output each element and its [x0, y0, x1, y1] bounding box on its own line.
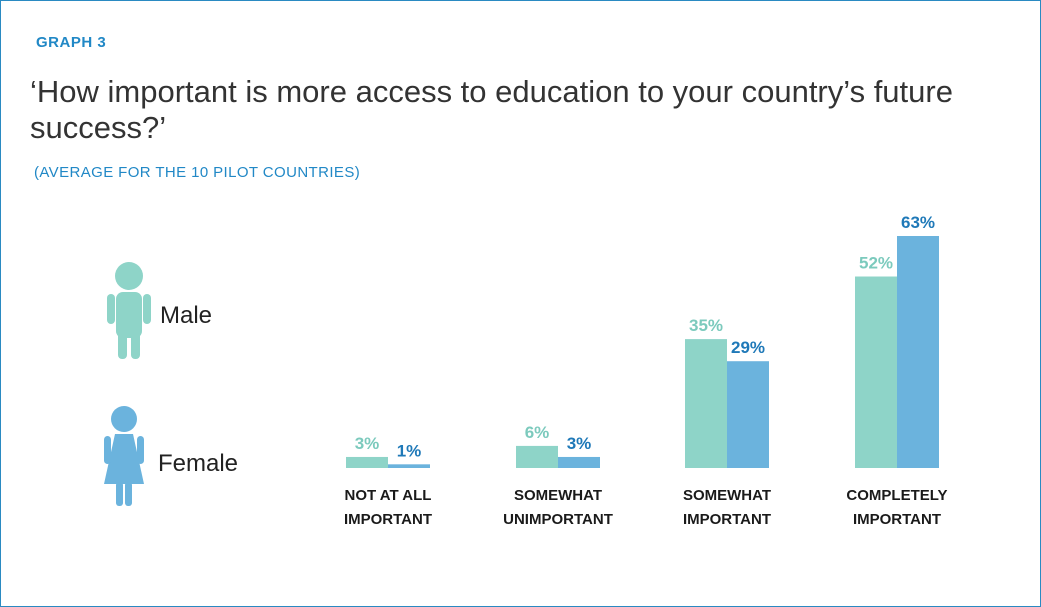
bar-male-1	[516, 445, 558, 468]
male-person-icon	[107, 262, 151, 359]
category-label-3-0: COMPLETELY	[846, 487, 947, 504]
bar-male-2	[685, 339, 727, 468]
chart-subtitle: (AVERAGE FOR THE 10 PILOT COUNTRIES)	[34, 164, 361, 181]
data-label-male-1: 6%	[525, 423, 550, 442]
bar-female-1	[558, 456, 600, 468]
category-label-1-1: UNIMPORTANT	[503, 511, 613, 528]
female-person-icon	[104, 406, 144, 506]
category-label-0-0: NOT AT ALL	[345, 487, 432, 504]
category-label-2-0: SOMEWHAT	[683, 487, 771, 504]
legend-label-male: Male	[160, 302, 212, 329]
category-label-3-1: IMPORTANT	[853, 511, 941, 528]
bar-female-2	[727, 361, 769, 468]
data-label-female-2: 29%	[731, 338, 765, 357]
bar-male-3	[855, 276, 897, 468]
graph-number: GRAPH 3	[36, 34, 107, 51]
data-label-female-3: 63%	[901, 213, 935, 232]
legend-label-female: Female	[158, 450, 238, 477]
chart-title: ‘How important is more access to educati…	[30, 74, 953, 145]
data-label-male-2: 35%	[689, 316, 723, 335]
category-label-0-1: IMPORTANT	[344, 511, 432, 528]
data-label-female-1: 3%	[567, 434, 592, 453]
data-label-male-3: 52%	[859, 254, 893, 273]
data-label-female-0: 1%	[397, 441, 422, 460]
category-label-2-1: IMPORTANT	[683, 511, 771, 528]
category-label-1-0: SOMEWHAT	[514, 487, 602, 504]
bar-female-3	[897, 236, 939, 468]
bar-female-0	[388, 464, 430, 468]
data-label-male-0: 3%	[355, 434, 380, 453]
bar-male-0	[346, 456, 388, 468]
